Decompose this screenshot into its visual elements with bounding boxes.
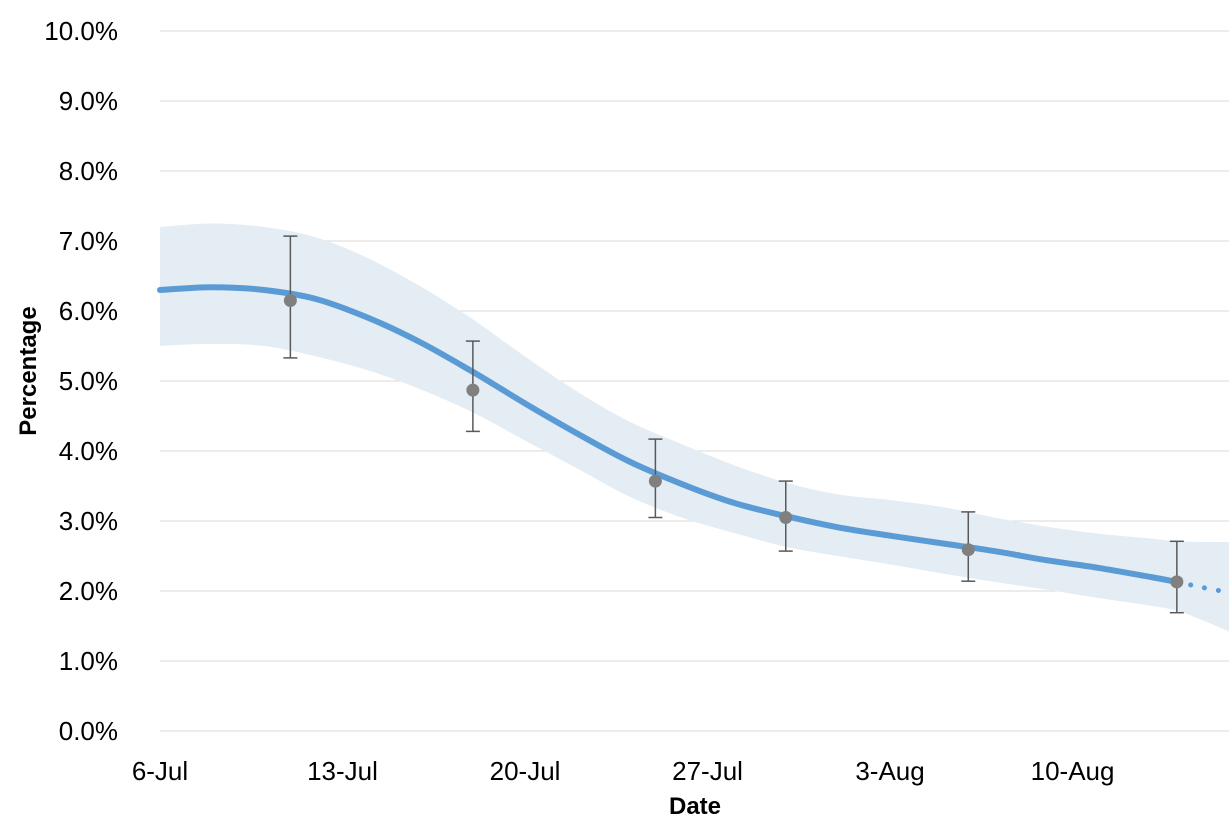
gridlines [160, 30, 1229, 732]
x-axis-title: Date [669, 793, 721, 818]
data-point [961, 543, 975, 557]
y-tick-label: 0.0% [59, 716, 118, 746]
x-tick-label: 10-Aug [1031, 756, 1115, 786]
data-point [779, 511, 793, 524]
y-axis-title: Percentage [15, 306, 42, 435]
projection-line [1174, 579, 1229, 595]
x-tick-label: 27-Jul [672, 756, 743, 786]
y-tick-label: 1.0% [59, 646, 118, 676]
y-tick-label: 2.0% [59, 576, 118, 606]
estimate-lines [157, 284, 1229, 595]
y-tick-label: 10.0% [44, 16, 118, 46]
y-tick-label: 8.0% [59, 156, 118, 186]
y-tick-label: 3.0% [59, 506, 118, 536]
data-point [1170, 575, 1184, 589]
modelled-estimate-line [157, 284, 1180, 585]
confidence-band-area [160, 223, 1229, 632]
data-point [283, 294, 297, 307]
x-axis-ticks: 6-Jul 13-Jul 20-Jul 27-Jul 3-Aug 10-Aug [132, 756, 1115, 786]
y-tick-label: 9.0% [59, 86, 118, 116]
y-tick-label: 7.0% [59, 226, 118, 256]
y-axis-ticks: 0.0% 1.0% 2.0% 3.0% 4.0% 5.0% 6.0% 7.0% 8.0% 9.0%… [44, 16, 118, 746]
data-point [648, 474, 662, 488]
data-point [466, 383, 480, 397]
confidence-band [160, 223, 1229, 632]
y-tick-label: 4.0% [59, 436, 118, 466]
x-tick-label: 6-Jul [132, 756, 188, 786]
x-tick-label: 3-Aug [855, 756, 924, 786]
y-tick-label: 5.0% [59, 366, 118, 396]
y-tick-label: 6.0% [59, 296, 118, 326]
x-tick-label: 20-Jul [490, 756, 561, 786]
data-points [283, 235, 1184, 614]
x-tick-label: 13-Jul [307, 756, 378, 786]
